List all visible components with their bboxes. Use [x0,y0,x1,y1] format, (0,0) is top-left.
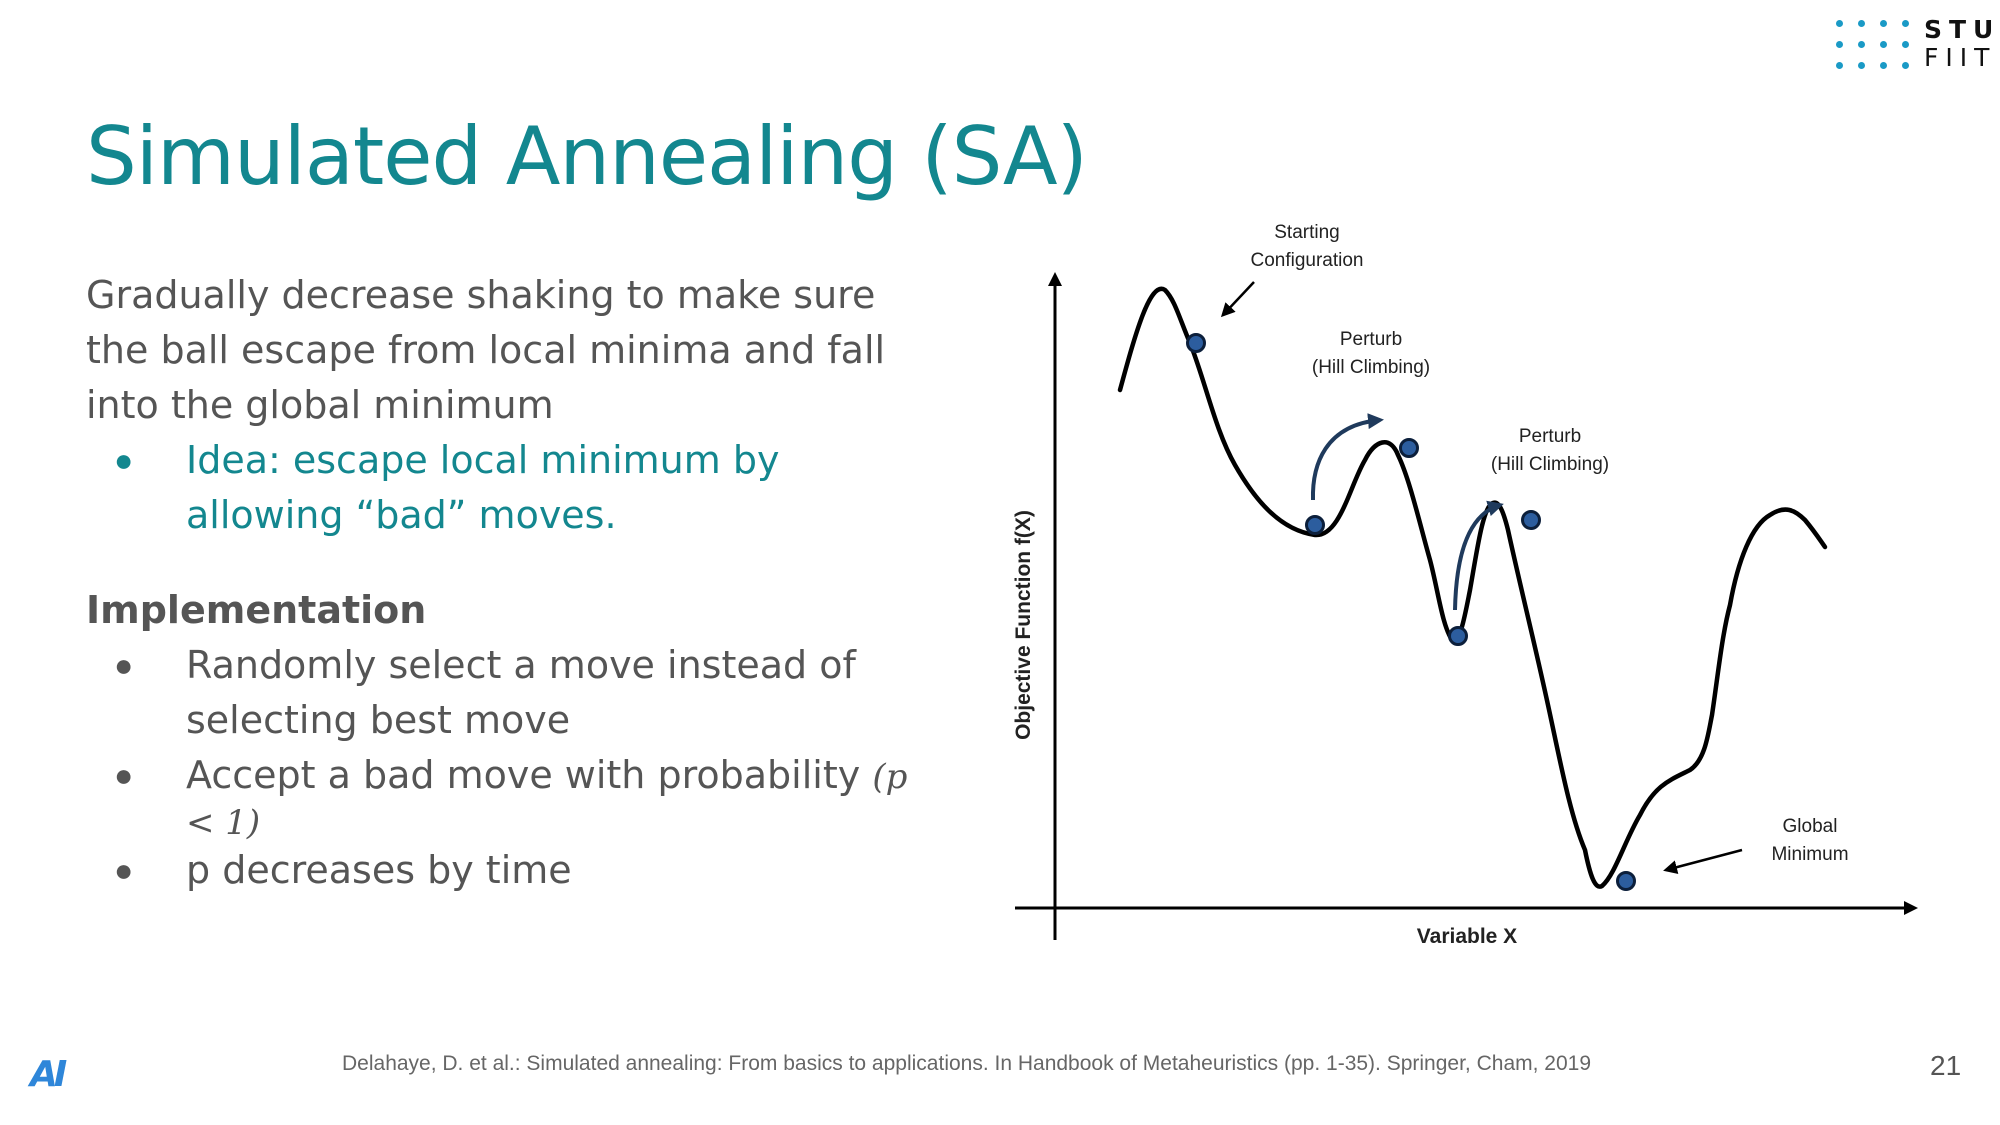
bullet-icon: ● [114,757,134,793]
ai-logo: AI [30,1054,67,1095]
perturb1-label-line2: (Hill Climbing) [1312,357,1430,378]
page-number: 21 [1930,1050,1962,1081]
implementation-list: ● Randomly select a move instead of sele… [86,638,946,898]
idea-text: Idea: escape local minimum by allowing “… [186,438,780,537]
perturb2-label-line1: Perturb [1519,426,1581,447]
idea-bullet: ● Idea: escape local minimum by allowing… [86,433,946,543]
bullet-icon: ● [114,852,134,888]
starting-point [1186,333,1206,353]
perturb-arrow-1 [1310,413,1384,501]
implementation-text: Randomly select a move instead of select… [186,643,856,742]
logo-dot-grid-icon [1836,20,1912,72]
global-annotation-arrow [1663,848,1743,874]
global-label-line1: Global [1783,816,1838,837]
perturb2-label-line2: (Hill Climbing) [1491,454,1609,475]
idea-list: ● Idea: escape local minimum by allowing… [86,433,946,543]
bullet-icon: ● [114,647,134,683]
implementation-bullet: ● Randomly select a move instead of sele… [86,638,946,748]
implementation-text: p decreases by time [186,848,572,892]
objective-curve [1117,286,1828,889]
starting-label-line1: Starting [1274,222,1339,243]
starting-label-line2: Configuration [1250,250,1363,271]
slide-title: Simulated Annealing (SA) [86,110,1088,203]
citation: Delahaye, D. et al.: Simulated annealing… [342,1052,1591,1075]
implementation-bullet: ● Accept a bad move with probability (p … [86,748,946,843]
local-peak-point-1 [1399,438,1419,458]
global-minimum-point [1616,871,1636,891]
x-axis-label: Variable X [1417,925,1517,948]
implementation-heading: Implementation [86,588,427,632]
y-axis-label: Objective Function f(X) [1012,510,1035,740]
logo-text-stu: STU [1924,15,2000,44]
perturb-arrow-2 [1453,500,1504,611]
annealing-diagram: Starting Configuration Perturb (Hill Cli… [1012,222,1918,948]
local-minimum-point-2 [1448,626,1468,646]
local-minimum-point-1 [1305,515,1325,535]
probability-math: (p < 1) [186,757,908,843]
bullet-icon: ● [114,442,134,478]
implementation-text: Accept a bad move with probability [186,753,873,797]
local-peak-point-2 [1521,510,1541,530]
perturb1-label-line1: Perturb [1340,329,1402,350]
implementation-bullet: ● p decreases by time [86,843,946,898]
starting-annotation-arrow [1220,281,1255,318]
stu-fiit-logo: STU FIIT [1836,14,1996,74]
intro-paragraph: Gradually decrease shaking to make sure … [86,273,886,427]
global-label-line2: Minimum [1771,844,1848,865]
slide-body: Gradually decrease shaking to make sure … [86,268,946,898]
logo-text-fiit: FIIT [1924,43,1997,72]
